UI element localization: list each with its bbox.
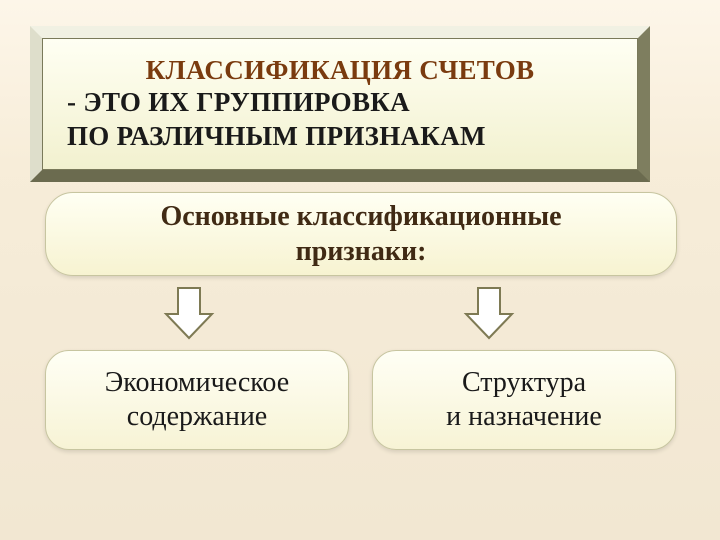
- box-right-line-1: Структура: [462, 366, 586, 400]
- subheader-line-1: Основные классификационные: [160, 199, 561, 234]
- slide: КЛАССИФИКАЦИЯ СЧЕТОВ - ЭТО ИХ ГРУППИРОВК…: [0, 0, 720, 540]
- header-subtitle-1: - ЭТО ИХ ГРУППИРОВКА: [67, 86, 613, 120]
- header-panel: КЛАССИФИКАЦИЯ СЧЕТОВ - ЭТО ИХ ГРУППИРОВК…: [30, 26, 650, 182]
- arrow-down-right-icon: [460, 284, 518, 342]
- box-left-line-2: содержание: [127, 400, 267, 434]
- subheader-line-2: признаки:: [296, 234, 427, 269]
- box-economic-content: Экономическое содержание: [45, 350, 349, 450]
- header-title: КЛАССИФИКАЦИЯ СЧЕТОВ: [67, 55, 613, 86]
- arrow-down-left-icon: [160, 284, 218, 342]
- header-inner: КЛАССИФИКАЦИЯ СЧЕТОВ - ЭТО ИХ ГРУППИРОВК…: [42, 38, 638, 170]
- header-subtitle-2: ПО РАЗЛИЧНЫМ ПРИЗНАКАМ: [67, 120, 613, 154]
- box-left-line-1: Экономическое: [105, 366, 289, 400]
- box-structure-purpose: Структура и назначение: [372, 350, 676, 450]
- subheader-box: Основные классификационные признаки:: [45, 192, 677, 276]
- box-right-line-2: и назначение: [446, 400, 602, 434]
